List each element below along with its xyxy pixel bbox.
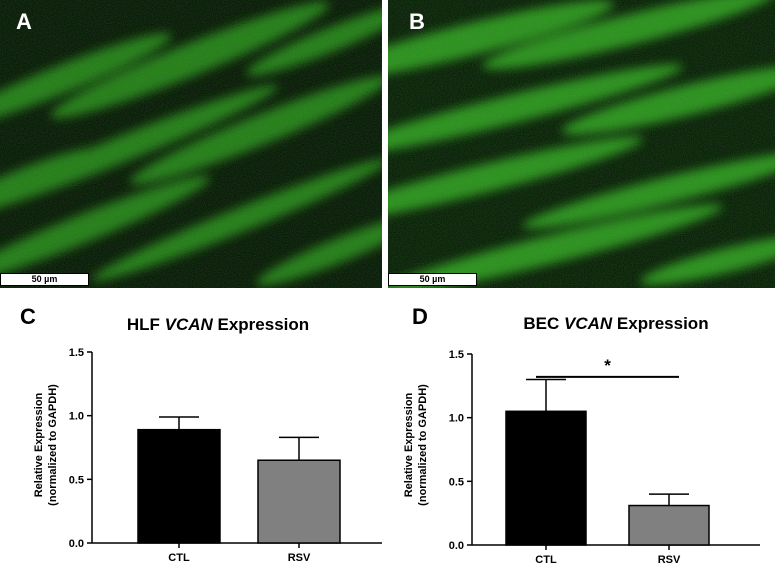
micrograph-a: [0, 0, 382, 288]
bar-rsv: [628, 504, 710, 546]
x-tick-label: RSV: [658, 554, 681, 564]
panel-label-a: A: [16, 9, 32, 34]
x-tick-label: CTL: [535, 554, 557, 564]
panel-label-d: D: [412, 304, 428, 329]
bar-rsv: [257, 459, 341, 544]
scale-bar-b: 50 µm: [388, 273, 477, 286]
bar-ctl: [505, 410, 587, 546]
plot-area: 0.0 0.5 1.0 1.5 CTL RSV *: [449, 349, 760, 564]
panel-label-c: C: [20, 304, 36, 329]
x-tick-label: CTL: [168, 552, 190, 564]
fluorescence-image-a: [0, 0, 382, 288]
y-tick-label: 1.5: [69, 347, 84, 359]
chart-title: HLF VCAN Expression: [127, 315, 309, 334]
y-axis-label-line2: (normalized to GAPDH): [417, 384, 429, 506]
fluorescence-image-b: [388, 0, 775, 288]
bec-vcan-bar-chart: BEC VCAN Expression Relative Expression …: [403, 314, 760, 564]
bar-ctl: [137, 428, 221, 544]
significance-marker: *: [604, 356, 611, 375]
y-axis-label-line1: Relative Expression: [403, 392, 415, 497]
y-tick-label: 1.0: [449, 413, 464, 425]
hlf-vcan-bar-chart: HLF VCAN Expression Relative Expression …: [33, 315, 382, 564]
y-axis-label-line2: (normalized to GAPDH): [47, 384, 59, 506]
y-tick-label: 0.0: [449, 540, 464, 552]
y-tick-label: 1.0: [69, 411, 84, 423]
micrograph-b: [388, 0, 775, 288]
y-tick-label: 1.5: [449, 349, 464, 361]
chart-title: BEC VCAN Expression: [523, 314, 708, 333]
y-tick-label: 0.5: [69, 474, 84, 486]
x-tick-label: RSV: [288, 552, 311, 564]
y-axis-label-line1: Relative Expression: [33, 392, 45, 497]
y-tick-label: 0.5: [449, 476, 464, 488]
panel-label-b: B: [409, 9, 425, 34]
y-tick-label: 0.0: [69, 538, 84, 550]
scale-bar-a: 50 µm: [0, 273, 89, 286]
plot-area: 0.0 0.5 1.0 1.5 CTL RSV: [69, 347, 382, 564]
